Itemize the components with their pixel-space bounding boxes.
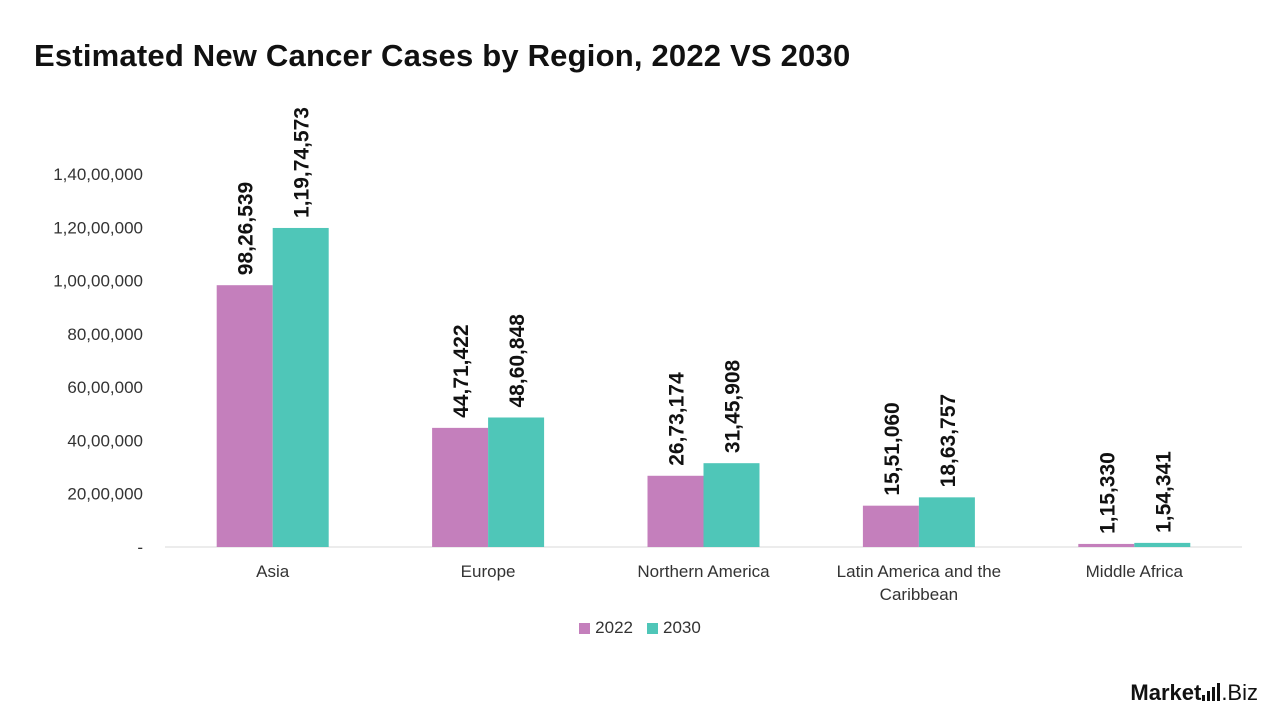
bar-2022: [216, 285, 273, 547]
data-label-2022: 44,71,422: [450, 324, 473, 417]
bar-2022: [1078, 543, 1135, 547]
bar-2030: [488, 417, 545, 547]
data-label-2022: 98,26,539: [235, 182, 258, 275]
bar-2022: [862, 505, 919, 547]
data-label-2030: 1,19,74,573: [291, 107, 314, 218]
x-category-label: Northern America: [637, 562, 770, 581]
bar-2030: [918, 497, 975, 547]
legend: 2022 2030: [0, 618, 1280, 638]
data-label-2030: 18,63,757: [937, 394, 960, 487]
brand-name: Market: [1130, 680, 1202, 705]
data-label-2030: 31,45,908: [722, 359, 745, 453]
x-category-label: Caribbean: [880, 585, 958, 604]
bar-2030: [703, 463, 760, 547]
chart-title: Estimated New Cancer Cases by Region, 20…: [34, 38, 851, 73]
y-tick-label: -: [137, 538, 143, 557]
y-tick-label: 1,20,00,000: [53, 218, 143, 237]
legend-swatch-2030: [647, 622, 658, 634]
x-category-label: Europe: [461, 562, 516, 581]
data-label-2022: 26,73,174: [666, 372, 689, 466]
legend-item-2022: 2022: [579, 618, 633, 638]
legend-label-2030: 2030: [663, 618, 701, 637]
data-label-2030: 1,54,341: [1152, 451, 1175, 533]
legend-label-2022: 2022: [595, 618, 633, 637]
x-category-label: Latin America and the: [837, 562, 1001, 581]
y-tick-label: 20,00,000: [67, 485, 143, 504]
x-category-label: Middle Africa: [1086, 562, 1184, 581]
legend-item-2030: 2030: [647, 618, 701, 638]
y-tick-label: 60,00,000: [67, 378, 143, 397]
bar-2030: [272, 227, 329, 547]
y-tick-label: 1,00,00,000: [53, 272, 143, 291]
y-tick-label: 80,00,000: [67, 325, 143, 344]
data-label-2022: 15,51,060: [881, 402, 904, 495]
y-tick-label: 1,40,00,000: [53, 165, 143, 184]
bars-icon: [1202, 683, 1221, 701]
bar-2030: [1134, 542, 1191, 547]
x-category-label: Asia: [256, 562, 290, 581]
bar-2022: [647, 475, 704, 547]
y-tick-label: 40,00,000: [67, 431, 143, 450]
data-label-2022: 1,15,330: [1096, 452, 1119, 534]
data-label-2030: 48,60,848: [506, 314, 529, 408]
brand-suffix: .Biz: [1221, 680, 1258, 705]
legend-swatch-2022: [579, 622, 591, 634]
bar-2022: [432, 427, 489, 547]
brand-logo: Market .Biz: [1130, 680, 1258, 706]
